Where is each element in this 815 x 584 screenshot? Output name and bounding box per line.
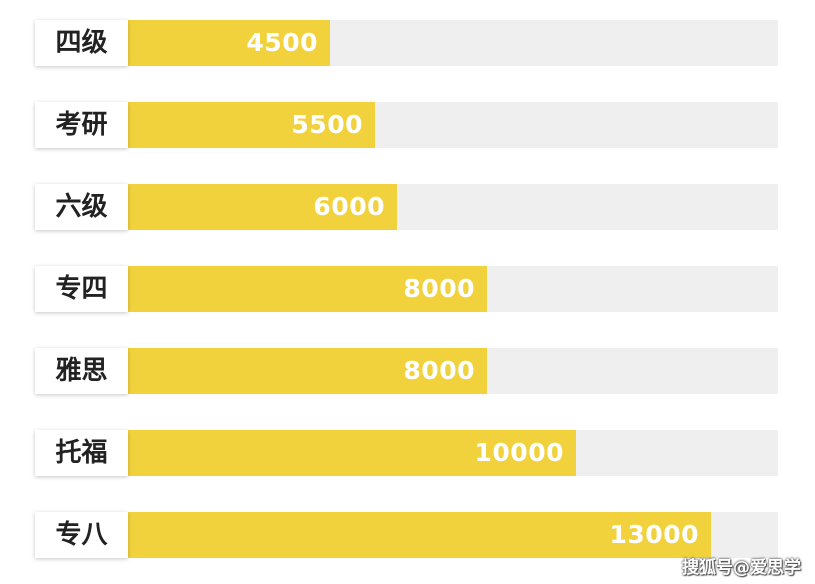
- watermark: 搜狐号@爱思学: [682, 558, 801, 578]
- bar: [128, 20, 330, 66]
- bar: [128, 348, 487, 394]
- category-label: 专八: [35, 512, 128, 558]
- bar-row: 8000 专四: [0, 266, 815, 312]
- bar-value-label: 5500: [291, 110, 363, 139]
- category-label: 雅思: [35, 348, 128, 394]
- bar: [128, 430, 576, 476]
- bar-value-label: 4500: [246, 28, 318, 57]
- bar-value-label: 13000: [609, 520, 699, 549]
- category-label: 四级: [35, 20, 128, 66]
- category-label: 专四: [35, 266, 128, 312]
- bar-row: 4500 四级: [0, 20, 815, 66]
- category-label: 托福: [35, 430, 128, 476]
- bar-value-label: 10000: [474, 438, 564, 467]
- bar-value-label: 8000: [403, 274, 475, 303]
- bar-value-label: 8000: [403, 356, 475, 385]
- bar-value-label: 6000: [313, 192, 385, 221]
- bar-row: 6000 六级: [0, 184, 815, 230]
- category-label: 六级: [35, 184, 128, 230]
- bar-row: 5500 考研: [0, 102, 815, 148]
- bar: [128, 102, 375, 148]
- bar: [128, 266, 487, 312]
- bar: [128, 512, 711, 558]
- bar-row: 10000 托福: [0, 430, 815, 476]
- category-label: 考研: [35, 102, 128, 148]
- bar-row: 13000 专八: [0, 512, 815, 558]
- bar: [128, 184, 397, 230]
- bar-row: 8000 雅思: [0, 348, 815, 394]
